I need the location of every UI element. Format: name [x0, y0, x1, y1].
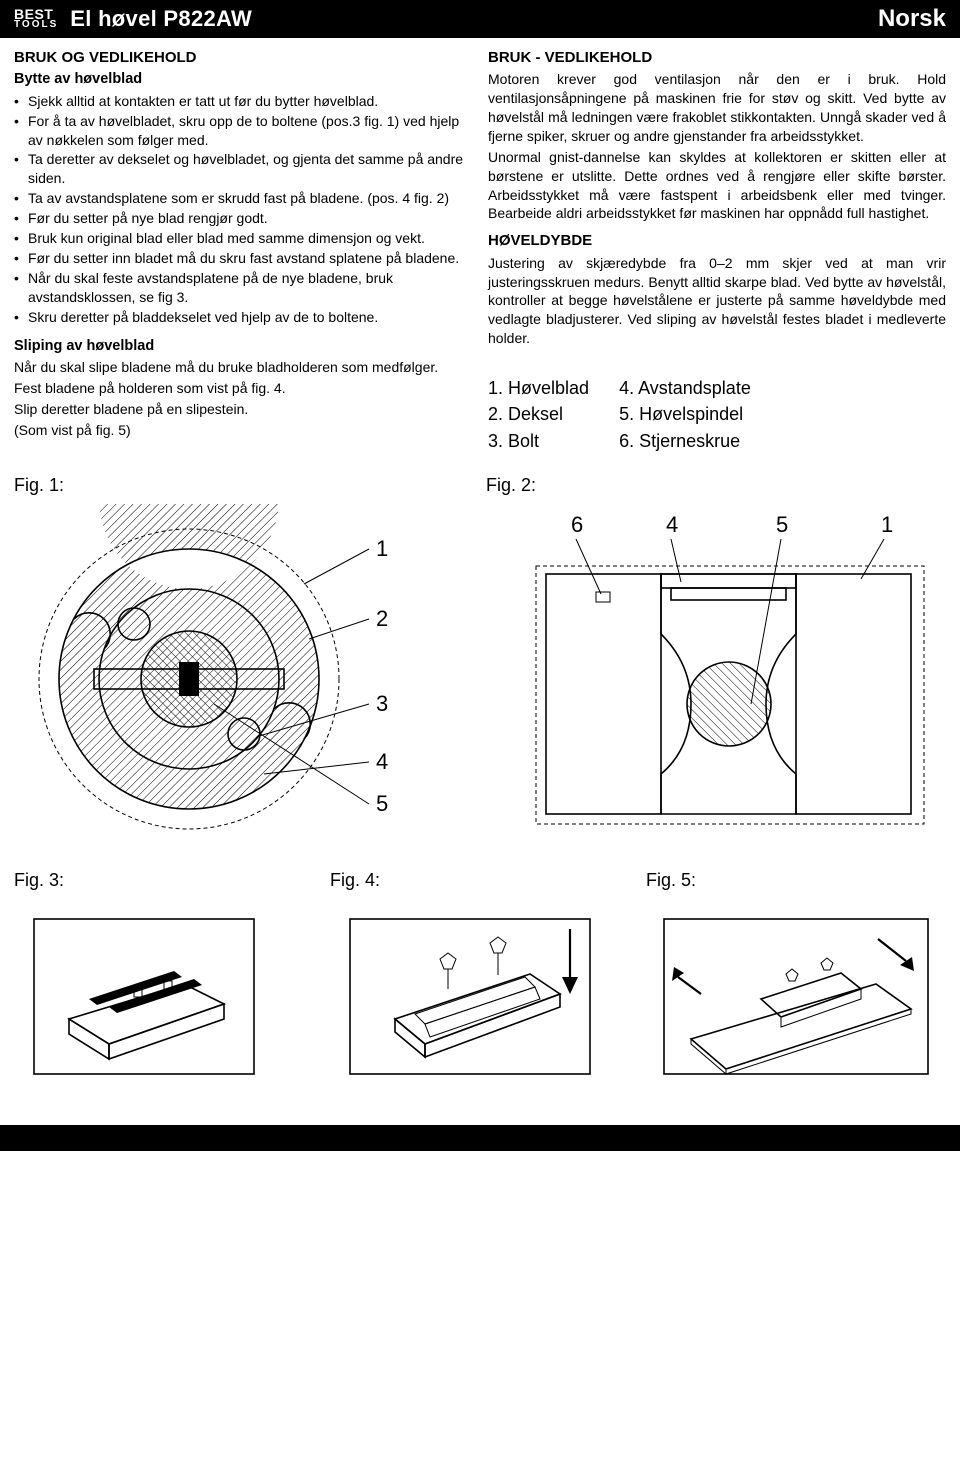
part-item: 4. Avstandsplate	[619, 376, 751, 400]
logo-line2: TOOLS	[14, 21, 58, 30]
left-subheading-1: Bytte av høvelblad	[14, 70, 472, 90]
left-p4: (Som vist på fig. 5)	[14, 421, 472, 440]
fig1-num-2: 2	[376, 606, 388, 631]
fig4-svg	[330, 899, 610, 1099]
parts-col-right: 4. Avstandsplate 5. Høvelspindel 6. Stje…	[619, 376, 751, 453]
parts-col-left: 1. Høvelblad 2. Deksel 3. Bolt	[488, 376, 589, 453]
bullet-list: Sjekk alltid at kontakten er tatt ut før…	[14, 92, 472, 327]
fig1-num-3: 3	[376, 691, 388, 716]
fig2-svg: 6 4 5 1	[486, 504, 946, 844]
fig4-box: Fig. 4:	[330, 870, 610, 1099]
fig5-box: Fig. 5:	[646, 870, 946, 1099]
list-item: Før du setter inn bladet må du skru fast…	[14, 249, 472, 268]
list-item: Ta av avstandsplatene som er skrudd fast…	[14, 189, 472, 208]
left-subheading-2: Sliping av høvelblad	[14, 337, 472, 357]
fig1-num-1: 1	[376, 536, 388, 561]
part-item: 1. Høvelblad	[488, 376, 589, 400]
fig5-svg	[646, 899, 946, 1099]
fig1-box: Fig. 1:	[14, 475, 458, 844]
main-columns: BRUK OG VEDLIKEHOLD Bytte av høvelblad S…	[0, 38, 960, 453]
fig2-num-4: 4	[666, 512, 678, 537]
list-item: Skru deretter på bladdekselet ved hjelp …	[14, 308, 472, 327]
right-p1: Motoren krever god ventilasjon når den e…	[488, 70, 946, 146]
list-item: Før du setter på nye blad rengjør godt.	[14, 209, 472, 228]
list-item: Ta deretter av dekselet og høvelbladet, …	[14, 150, 472, 188]
left-p1: Når du skal slipe bladene må du bruke bl…	[14, 358, 472, 377]
fig1-svg: 1 2 3 4 5	[14, 504, 454, 844]
fig2-num-5: 5	[776, 512, 788, 537]
fig3-box: Fig. 3:	[14, 870, 294, 1099]
list-item: For å ta av høvelbladet, skru opp de to …	[14, 112, 472, 150]
fig2-num-1: 1	[881, 512, 893, 537]
header-bar: BEST TOOLS El høvel P822AW Norsk	[0, 0, 960, 38]
left-p3: Slip deretter bladene på en slipestein.	[14, 400, 472, 419]
fig1-num-5: 5	[376, 791, 388, 816]
fig1-label: Fig. 1:	[14, 475, 458, 496]
figure-row-bottom: Fig. 3: Fig. 4:	[0, 844, 960, 1099]
list-item: Bruk kun original blad eller blad med sa…	[14, 229, 472, 248]
fig2-label: Fig. 2:	[486, 475, 946, 496]
part-item: 3. Bolt	[488, 429, 589, 453]
fig1-num-4: 4	[376, 749, 388, 774]
list-item: Sjekk alltid at kontakten er tatt ut før…	[14, 92, 472, 111]
footer-bar	[0, 1125, 960, 1151]
fig2-num-6: 6	[571, 512, 583, 537]
right-p3: Justering av skjæredybde fra 0–2 mm skje…	[488, 254, 946, 348]
part-item: 5. Høvelspindel	[619, 402, 751, 426]
right-column: BRUK - VEDLIKEHOLD Motoren krever god ve…	[488, 48, 946, 453]
left-heading: BRUK OG VEDLIKEHOLD	[14, 48, 472, 68]
fig5-label: Fig. 5:	[646, 870, 946, 891]
language-label: Norsk	[878, 5, 946, 33]
list-item: Når du skal feste avstandsplatene på de …	[14, 269, 472, 307]
left-column: BRUK OG VEDLIKEHOLD Bytte av høvelblad S…	[14, 48, 472, 453]
figure-row-top: Fig. 1:	[0, 453, 960, 844]
part-item: 2. Deksel	[488, 402, 589, 426]
part-item: 6. Stjerneskrue	[619, 429, 751, 453]
brand-logo: BEST TOOLS	[14, 9, 58, 29]
fig2-box: Fig. 2: 6 4 5 1	[486, 475, 946, 844]
fig3-label: Fig. 3:	[14, 870, 294, 891]
right-p2: Unormal gnist-dannelse kan skyldes at ko…	[488, 148, 946, 224]
product-title: El høvel P822AW	[70, 6, 252, 32]
fig4-label: Fig. 4:	[330, 870, 610, 891]
right-heading-2: HØVELDYBDE	[488, 231, 946, 251]
header-left: BEST TOOLS El høvel P822AW	[14, 6, 252, 32]
fig3-svg	[14, 899, 274, 1099]
left-p2: Fest bladene på holderen som vist på fig…	[14, 379, 472, 398]
right-heading-1: BRUK - VEDLIKEHOLD	[488, 48, 946, 68]
parts-list: 1. Høvelblad 2. Deksel 3. Bolt 4. Avstan…	[488, 376, 946, 453]
